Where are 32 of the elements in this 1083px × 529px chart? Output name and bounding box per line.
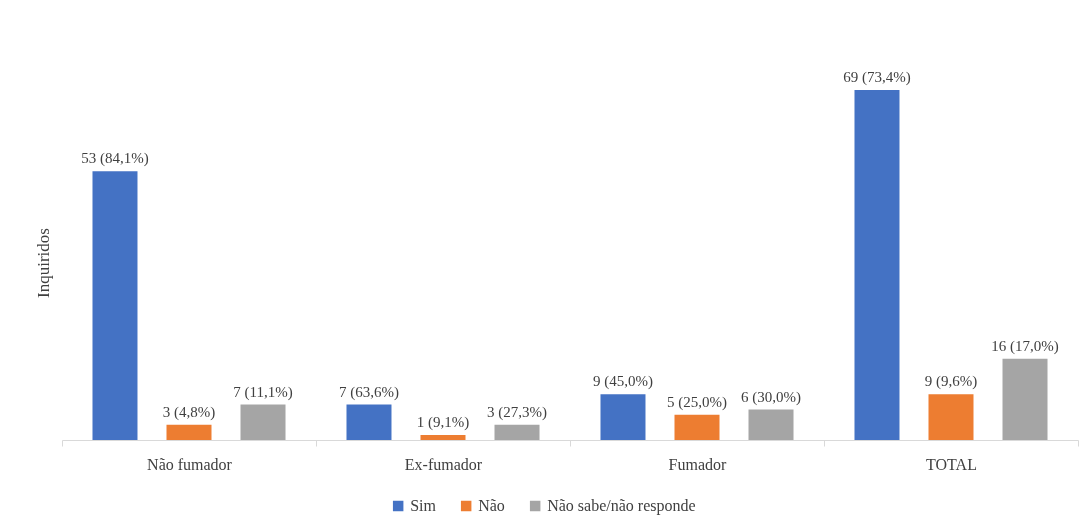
bar — [748, 409, 794, 440]
data-label: 9 (45,0%) — [592, 373, 653, 391]
x-tick-label: Não fumador — [147, 455, 233, 473]
data-label: 69 (73,4%) — [843, 69, 911, 87]
bar — [346, 404, 392, 440]
data-label: 5 (25,0%) — [667, 393, 727, 411]
data-label: 9 (9,6%) — [924, 373, 978, 391]
bar — [928, 394, 974, 440]
data-label: 3 (4,8%) — [162, 403, 216, 421]
data-label: 53 (84,1%) — [81, 150, 149, 168]
bar — [854, 90, 900, 440]
legend-label: Sim — [410, 497, 437, 514]
data-label: 3 (27,3%) — [487, 403, 548, 421]
bar — [1002, 358, 1048, 440]
x-tick-label: Fumador — [668, 455, 728, 473]
bar — [600, 394, 646, 440]
bar — [240, 404, 286, 440]
bar — [674, 414, 720, 440]
data-label: 7 (63,6%) — [338, 383, 399, 401]
data-label: 6 (30,0%) — [741, 388, 802, 406]
data-label: 7 (11,1%) — [233, 383, 293, 401]
bar — [420, 434, 466, 440]
legend-label: Não sabe/não responde — [547, 497, 696, 515]
data-label: 16 (17,0%) — [991, 337, 1059, 355]
y-axis-title: Inquiridos — [33, 228, 53, 298]
x-tick-label: TOTAL — [926, 455, 977, 473]
x-tick-label: Ex-fumador — [404, 455, 483, 473]
bar — [92, 171, 138, 440]
bar — [166, 424, 212, 440]
data-label: 1 (9,1%) — [416, 413, 470, 431]
bar — [494, 424, 540, 440]
legend-label: Não — [478, 497, 505, 514]
